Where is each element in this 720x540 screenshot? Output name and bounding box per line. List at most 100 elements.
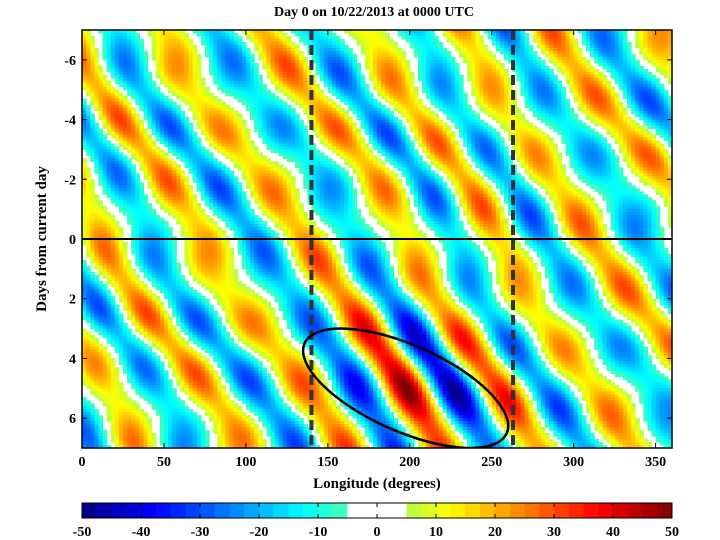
field-cell xyxy=(254,30,259,34)
field-cell xyxy=(553,35,558,40)
field-cell xyxy=(508,89,513,94)
field-cell xyxy=(590,98,595,103)
field-cell xyxy=(569,53,575,58)
field-cell xyxy=(606,62,612,67)
field-cell xyxy=(233,95,239,100)
field-cell xyxy=(110,62,116,67)
field-cell xyxy=(458,53,464,58)
field-cell xyxy=(217,50,222,55)
field-cell xyxy=(344,80,349,85)
field-cell xyxy=(245,83,251,88)
field-cell xyxy=(417,41,423,46)
field-cell xyxy=(139,56,145,61)
field-cell xyxy=(106,104,112,109)
field-cell xyxy=(544,74,550,79)
field-cell xyxy=(667,74,672,79)
field-cell xyxy=(295,50,300,55)
field-cell xyxy=(82,41,87,46)
field-cell xyxy=(655,65,661,70)
field-cell xyxy=(417,143,423,148)
field-cell xyxy=(106,30,112,34)
field-cell xyxy=(598,74,603,79)
field-cell xyxy=(262,32,267,37)
field-cell xyxy=(213,98,218,103)
field-cell xyxy=(360,80,366,85)
field-cell xyxy=(594,86,599,91)
field-cell xyxy=(475,74,481,79)
field-cell xyxy=(577,107,583,112)
field-cell xyxy=(491,101,497,106)
field-cell xyxy=(290,77,296,82)
field-cell xyxy=(557,35,562,40)
field-cell xyxy=(651,89,657,94)
field-cell xyxy=(102,77,108,82)
field-cell xyxy=(585,30,591,34)
field-cell xyxy=(159,47,165,52)
field-cell xyxy=(86,92,91,97)
field-cell xyxy=(233,65,239,70)
field-cell xyxy=(241,62,247,67)
field-cell xyxy=(614,101,620,106)
field-cell xyxy=(352,56,358,61)
field-cell xyxy=(667,80,672,85)
field-cell xyxy=(368,41,374,46)
field-cell xyxy=(520,59,526,64)
field-cell xyxy=(135,32,140,37)
field-cell xyxy=(127,65,132,70)
field-cell xyxy=(643,50,649,55)
field-cell xyxy=(311,47,317,52)
field-cell xyxy=(323,41,329,46)
field-cell xyxy=(516,35,522,40)
field-cell xyxy=(209,38,214,43)
field-cell xyxy=(106,95,112,100)
field-cell xyxy=(561,32,567,37)
field-cell xyxy=(319,68,325,73)
field-cell xyxy=(200,35,206,40)
field-cell xyxy=(225,86,231,91)
field-cell xyxy=(631,56,636,61)
field-cell xyxy=(544,35,550,40)
field-cell xyxy=(299,71,304,76)
field-cell xyxy=(487,101,493,106)
field-cell xyxy=(266,95,272,100)
field-cell xyxy=(237,71,243,76)
field-cell xyxy=(82,71,87,76)
field-cell xyxy=(667,47,672,52)
field-cell xyxy=(159,71,165,76)
field-cell xyxy=(110,71,116,76)
field-cell xyxy=(245,95,251,100)
field-cell xyxy=(98,101,104,106)
field-cell xyxy=(463,44,468,49)
field-cell xyxy=(467,71,472,76)
field-cell xyxy=(454,38,460,43)
field-cell xyxy=(422,149,427,154)
field-cell xyxy=(168,35,173,40)
field-cell xyxy=(467,32,472,37)
field-cell xyxy=(499,71,505,76)
field-cell xyxy=(262,92,267,97)
field-cell xyxy=(602,44,608,49)
field-cell xyxy=(544,32,550,37)
field-cell xyxy=(598,47,603,52)
field-cell xyxy=(508,59,513,64)
field-cell xyxy=(454,35,460,40)
field-cell xyxy=(299,86,304,91)
field-cell xyxy=(663,47,669,52)
field-cell xyxy=(114,68,120,73)
field-cell xyxy=(184,50,190,55)
field-cell xyxy=(311,38,317,43)
field-cell xyxy=(667,56,672,61)
field-cell xyxy=(114,53,120,58)
field-cell xyxy=(631,68,636,73)
field-cell xyxy=(614,41,620,46)
field-cell xyxy=(622,74,628,79)
field-cell xyxy=(90,68,95,73)
field-cell xyxy=(504,86,509,91)
field-cell xyxy=(417,50,423,55)
field-cell xyxy=(225,53,231,58)
field-cell xyxy=(282,53,288,58)
field-cell xyxy=(94,47,99,52)
field-cell xyxy=(393,95,399,100)
field-cell xyxy=(635,101,640,106)
field-cell xyxy=(249,59,255,64)
